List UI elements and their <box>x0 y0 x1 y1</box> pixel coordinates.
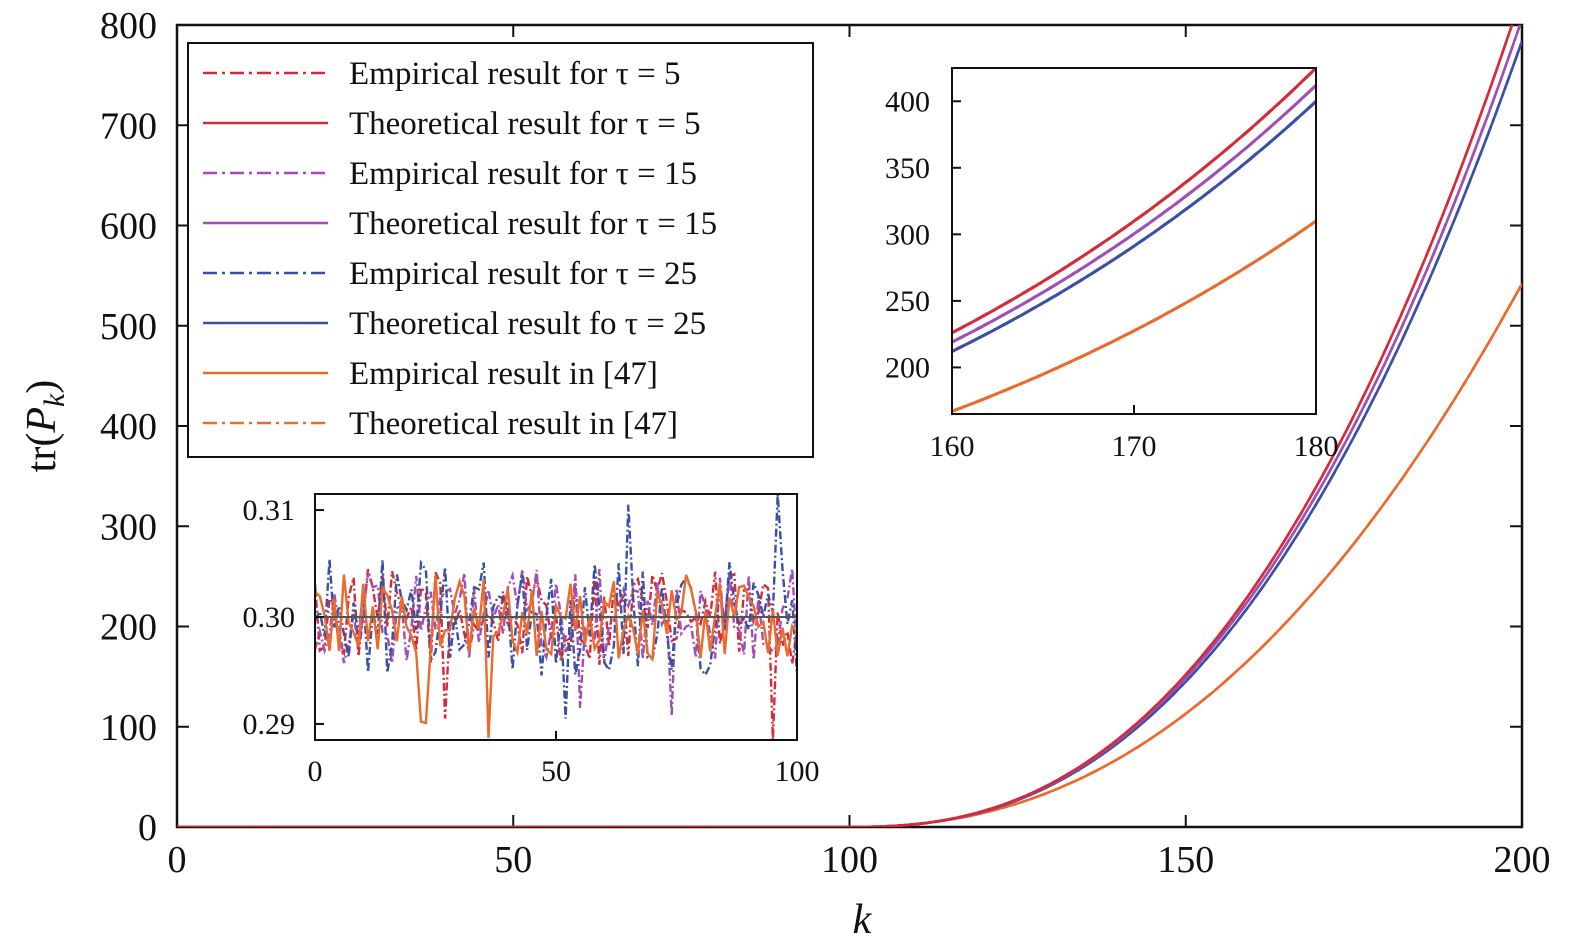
x-tick-label: 150 <box>1157 839 1214 881</box>
legend-label: Theoretical result fo τ = 25 <box>349 306 706 342</box>
zoom-y-tick-label: 300 <box>885 218 930 251</box>
y-tick-label: 0 <box>138 807 157 849</box>
x-tick-label: 200 <box>1494 839 1551 881</box>
series-line-theoretical-result-fo-25 <box>177 40 1522 827</box>
noise-inset-ticks: 0 50 100 0.29 0.30 0.31 <box>243 494 820 788</box>
zoom-x-tick-label: 160 <box>930 430 975 463</box>
series-line-theoretical-result-for-5 <box>177 25 1514 827</box>
legend-label: Empirical result for τ = 5 <box>349 56 681 92</box>
y-tick-label: 500 <box>100 306 157 348</box>
legend-label: Theoretical result for τ = 15 <box>349 206 717 242</box>
y-axis-title-prefix: tr( <box>19 433 65 473</box>
y-tick-label: 400 <box>100 406 157 448</box>
y-axis-title-subscript: k <box>38 393 71 407</box>
series-line-theoretical-result-for-15 <box>177 25 1522 827</box>
zoom-y-tick-label: 350 <box>885 152 930 185</box>
zoom-y-tick-label: 250 <box>885 285 930 318</box>
zoom-series-line-theoretical-result-fo-25 <box>952 100 1316 353</box>
y-axis-title: tr(Pk) <box>19 380 71 473</box>
noise-x-tick-label: 100 <box>775 755 820 788</box>
zoom-x-tick-label: 170 <box>1112 430 1157 463</box>
x-axis-title: k <box>853 897 873 943</box>
x-tick-label: 0 <box>168 839 187 881</box>
zoom-series-line-theoretical-result-in-47 <box>952 219 1316 413</box>
noise-inset-lines <box>315 494 797 740</box>
legend-box <box>187 42 814 458</box>
noise-y-tick-label: 0.30 <box>243 601 296 634</box>
noise-series-line-empirical-result-in-47 <box>315 574 797 738</box>
y-tick-label: 300 <box>100 506 157 548</box>
zoom-inset: 160 170 180 200 250 300 350 400 <box>885 67 1339 463</box>
legend-label: Theoretical result for τ = 5 <box>349 106 701 142</box>
zoom-y-tick-label: 400 <box>885 85 930 118</box>
noise-y-tick-label: 0.29 <box>243 708 296 741</box>
x-tick-label: 100 <box>821 839 878 881</box>
zoom-y-tick-label: 200 <box>885 351 930 384</box>
legend-label: Empirical result in [47] <box>349 356 658 392</box>
legend-label: Empirical result for τ = 25 <box>349 256 697 292</box>
zoom-series-line-theoretical-result-for-15 <box>952 84 1316 344</box>
x-tick-label: 50 <box>494 839 532 881</box>
noise-x-tick-label: 50 <box>541 755 571 788</box>
y-tick-label: 800 <box>100 5 157 47</box>
noise-x-tick-label: 0 <box>308 755 323 788</box>
zoom-series-line-theoretical-result-for-5 <box>952 68 1316 335</box>
legend-label: Empirical result for τ = 15 <box>349 156 697 192</box>
y-axis-title-symbol: P <box>19 407 65 434</box>
zoom-inset-ticks: 160 170 180 200 250 300 350 400 <box>885 85 1339 463</box>
y-axis-title-suffix: ) <box>19 380 65 394</box>
legend: Empirical result for τ = 5 Theoretical re… <box>187 42 814 458</box>
zoom-x-tick-label: 180 <box>1294 430 1339 463</box>
y-tick-label: 200 <box>100 607 157 649</box>
noise-y-tick-label: 0.31 <box>243 494 296 527</box>
series-line-empirical-result-in-47 <box>177 282 1522 827</box>
y-tick-label: 100 <box>100 707 157 749</box>
y-tick-label: 700 <box>100 105 157 147</box>
main-plot-lines <box>177 25 1522 827</box>
noise-inset: 0 50 100 0.29 0.30 0.31 <box>243 493 820 788</box>
legend-label: Theoretical result in [47] <box>349 406 678 442</box>
y-tick-label: 600 <box>100 206 157 248</box>
zoom-inset-lines <box>952 68 1316 413</box>
